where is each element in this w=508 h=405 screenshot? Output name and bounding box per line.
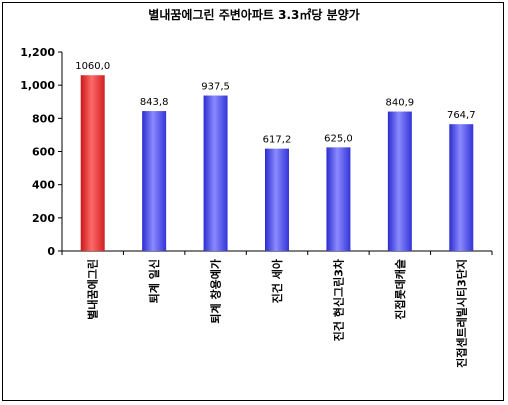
bar	[203, 95, 228, 251]
y-tick-label: 200	[32, 212, 55, 225]
bar	[80, 75, 105, 251]
data-label: 840,9	[386, 98, 415, 109]
y-tick-label: 0	[47, 245, 55, 258]
category-label: 진건 현신그린3차	[331, 258, 345, 341]
category-label: 진건 세아	[270, 258, 284, 303]
data-label: 937,5	[201, 82, 230, 93]
data-label: 1060,0	[75, 61, 110, 72]
category-label: 진접롯데캐슬	[393, 259, 407, 320]
y-tick-label: 600	[32, 146, 55, 159]
data-label: 764,7	[447, 110, 476, 121]
data-label: 843,8	[140, 97, 169, 108]
category-label: 퇴계 창용예가	[209, 259, 223, 324]
bars: 1060,0 별내꿈에그린 843,8 퇴계 일신 937,5 퇴계 창용예가 617,2 진…	[75, 61, 475, 368]
y-tick-label: 800	[32, 112, 55, 125]
axes: 0 200 400 600 800 1,000 1,200	[20, 46, 493, 258]
data-label: 617,2	[263, 135, 292, 146]
bar	[265, 148, 289, 251]
bar	[326, 147, 351, 251]
chart-title: 별내꿈에그린 주변아파트 3.3㎡당 분양가	[148, 8, 360, 22]
data-label: 625,0	[324, 133, 353, 144]
y-tick-label: 1,000	[20, 79, 55, 92]
y-tick-label: 1,200	[20, 46, 55, 59]
category-label: 진접센트레빌시티3단지	[454, 259, 468, 368]
bar	[449, 124, 474, 251]
category-label: 별내꿈에그린	[86, 259, 100, 320]
bar	[142, 111, 167, 252]
y-tick-label: 400	[32, 179, 55, 192]
category-label: 퇴계 일신	[147, 259, 161, 303]
bar	[387, 111, 412, 251]
